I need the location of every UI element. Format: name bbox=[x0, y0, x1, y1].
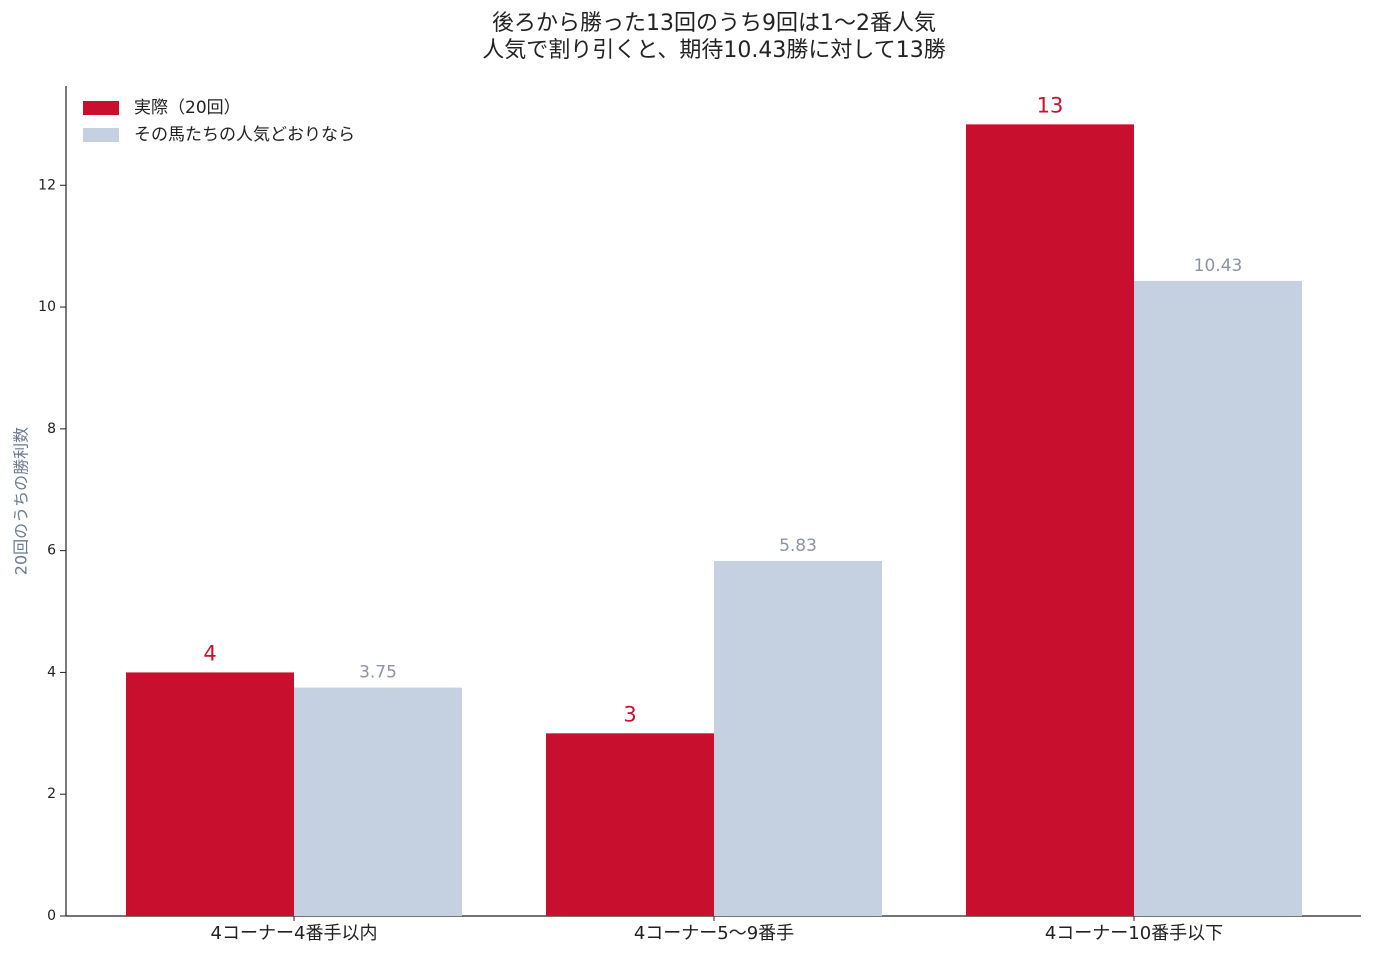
bar bbox=[714, 560, 882, 916]
chart-title: 人気で割り引くと、期待10.43勝に対して13勝 bbox=[482, 38, 945, 63]
y-tick-label: 6 bbox=[47, 543, 56, 559]
y-tick-label: 12 bbox=[38, 177, 56, 193]
y-tick-label: 8 bbox=[47, 421, 56, 437]
bar bbox=[546, 733, 714, 916]
x-tick-label: 4コーナー5〜9番手 bbox=[634, 923, 794, 944]
value-label: 3 bbox=[623, 702, 636, 726]
bar bbox=[966, 124, 1134, 917]
y-tick-label: 4 bbox=[47, 664, 56, 680]
legend-label: 実際（20回） bbox=[134, 98, 241, 118]
value-label: 4 bbox=[203, 641, 216, 665]
y-axis-label: 20回のうちの勝利数 bbox=[12, 427, 31, 575]
y-tick-label: 2 bbox=[47, 786, 56, 802]
x-tick-label: 4コーナー10番手以下 bbox=[1045, 923, 1223, 944]
value-label: 13 bbox=[1037, 93, 1064, 117]
value-label: 5.83 bbox=[779, 536, 817, 556]
x-tick-label: 4コーナー4番手以内 bbox=[211, 923, 378, 944]
value-label: 10.43 bbox=[1194, 256, 1243, 276]
y-tick-label: 10 bbox=[38, 299, 56, 315]
y-tick-label: 0 bbox=[47, 908, 56, 924]
bar bbox=[294, 687, 462, 916]
bar bbox=[1134, 280, 1302, 916]
legend-swatch bbox=[83, 101, 119, 115]
chart-title: 後ろから勝った13回のうち9回は1〜2番人気 bbox=[492, 11, 936, 36]
legend-swatch bbox=[83, 128, 119, 142]
value-label: 3.75 bbox=[359, 663, 397, 683]
legend-label: その馬たちの人気どおりなら bbox=[134, 125, 355, 145]
bar bbox=[126, 672, 294, 916]
